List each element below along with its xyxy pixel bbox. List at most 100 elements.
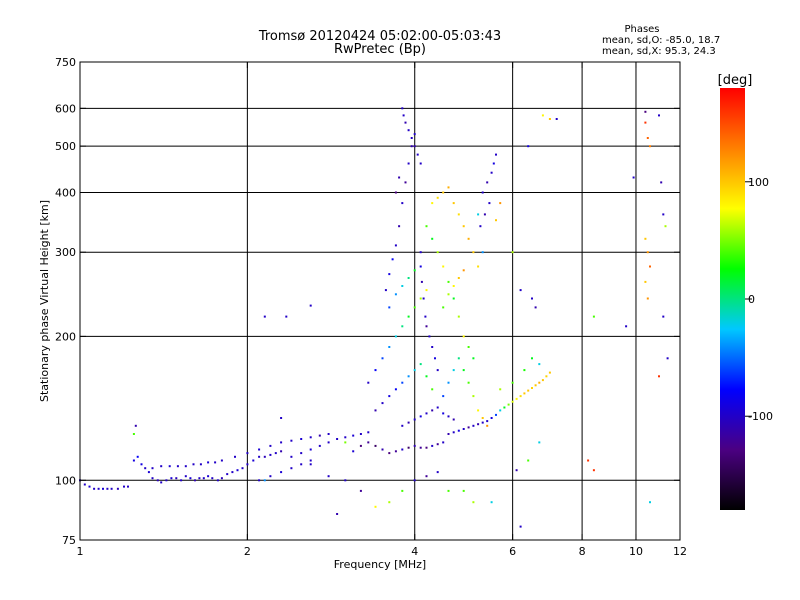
data-point xyxy=(527,145,530,148)
data-point xyxy=(442,412,445,415)
data-point xyxy=(538,363,541,366)
data-point xyxy=(309,448,312,451)
data-point xyxy=(404,181,407,184)
data-point xyxy=(492,162,495,165)
data-point xyxy=(309,436,312,439)
data-point xyxy=(646,137,649,139)
data-point xyxy=(486,424,489,427)
data-point xyxy=(123,485,125,488)
data-point xyxy=(394,388,397,391)
data-point xyxy=(318,434,321,437)
data-point xyxy=(452,431,455,434)
data-point xyxy=(309,459,312,462)
data-point xyxy=(481,191,484,194)
data-point xyxy=(401,489,404,492)
data-point xyxy=(134,424,137,427)
data-point xyxy=(401,381,404,384)
data-point xyxy=(180,479,183,482)
data-point xyxy=(388,395,391,398)
data-point xyxy=(447,280,450,283)
data-point xyxy=(83,483,86,486)
data-point xyxy=(447,293,450,296)
data-point xyxy=(625,325,628,328)
data-point xyxy=(413,418,416,421)
data-point xyxy=(413,145,416,148)
data-point xyxy=(422,297,425,300)
data-point xyxy=(407,446,410,449)
data-point xyxy=(258,455,261,458)
data-point xyxy=(467,346,470,348)
data-point xyxy=(538,381,541,384)
data-point xyxy=(410,137,413,139)
data-point xyxy=(486,181,489,184)
data-point xyxy=(300,463,303,466)
data-point xyxy=(127,485,129,488)
data-point xyxy=(160,465,163,468)
data-point xyxy=(165,479,168,482)
data-point xyxy=(644,121,647,124)
data-point xyxy=(472,251,475,254)
data-point xyxy=(309,463,312,466)
data-point xyxy=(499,388,502,391)
x-tick-label: 2 xyxy=(244,545,251,558)
data-point xyxy=(436,369,439,372)
data-point xyxy=(374,369,377,372)
data-point xyxy=(381,402,384,405)
data-point xyxy=(192,463,195,466)
data-point xyxy=(110,487,113,490)
data-point xyxy=(462,269,465,272)
data-point xyxy=(479,225,482,228)
data-point xyxy=(258,448,261,451)
data-point xyxy=(442,265,445,268)
data-point xyxy=(488,202,491,205)
data-point xyxy=(136,455,139,458)
data-point xyxy=(407,315,410,318)
data-point xyxy=(116,487,119,490)
data-point xyxy=(241,467,244,470)
data-point xyxy=(541,379,544,382)
data-point xyxy=(431,409,434,412)
data-point xyxy=(207,475,210,478)
data-point xyxy=(658,114,660,117)
data-point xyxy=(481,421,484,424)
data-point xyxy=(425,375,428,378)
data-point xyxy=(401,107,404,110)
data-point xyxy=(499,409,502,412)
data-point xyxy=(352,450,355,453)
data-point xyxy=(660,181,663,184)
data-point xyxy=(285,315,288,318)
data-point xyxy=(644,237,647,240)
data-point xyxy=(394,191,397,194)
data-point xyxy=(592,315,595,318)
data-point xyxy=(388,501,391,504)
data-point xyxy=(419,363,422,366)
data-point xyxy=(367,431,370,434)
colorbar-tick-label: 0 xyxy=(748,293,755,306)
data-point xyxy=(97,487,100,490)
data-point xyxy=(398,225,401,228)
data-point xyxy=(442,395,445,398)
data-point xyxy=(401,202,404,205)
y-tick-label: 75 xyxy=(62,534,76,547)
data-point xyxy=(318,444,321,447)
data-point xyxy=(106,487,109,490)
data-point xyxy=(413,369,416,372)
data-point xyxy=(538,441,541,444)
data-point xyxy=(234,455,236,458)
data-point xyxy=(300,438,303,440)
data-point xyxy=(140,463,143,466)
data-point xyxy=(436,196,439,199)
data-point xyxy=(280,471,283,474)
y-tick-label: 400 xyxy=(55,186,76,199)
colorbar-tick-label: -100 xyxy=(748,410,773,423)
data-point xyxy=(263,315,266,318)
data-point xyxy=(216,479,219,482)
data-point xyxy=(515,469,518,472)
data-point xyxy=(401,424,404,427)
x-tick-label: 6 xyxy=(509,545,516,558)
data-point xyxy=(401,448,404,451)
data-point xyxy=(394,335,397,338)
data-point xyxy=(211,477,214,480)
data-point xyxy=(646,251,649,254)
